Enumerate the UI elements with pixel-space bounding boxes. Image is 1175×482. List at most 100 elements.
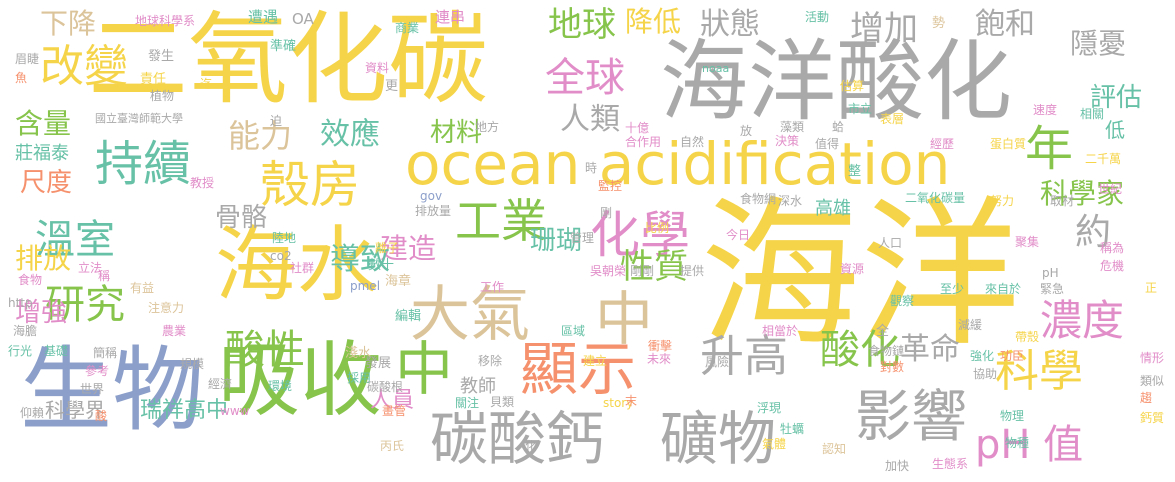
- word: 浮現: [757, 401, 782, 415]
- word: 關注: [455, 396, 480, 410]
- word: 相當於: [762, 324, 799, 338]
- word: 尺度: [20, 168, 73, 198]
- word: 世紀: [1098, 182, 1123, 196]
- word: 海洋: [700, 181, 1021, 368]
- word: 改變: [40, 41, 128, 92]
- word: 稱為: [1100, 241, 1125, 255]
- word: 合作用: [625, 135, 662, 149]
- word: 物種: [1005, 436, 1030, 450]
- word: 化: [525, 439, 538, 453]
- word: 努力: [990, 194, 1015, 208]
- word: 蛤: [832, 120, 845, 134]
- word: pmel: [350, 279, 381, 293]
- word: 全球: [545, 55, 625, 101]
- word: 酸: [95, 409, 108, 423]
- word: 濃度: [1040, 296, 1125, 345]
- word: 氣體: [762, 437, 787, 451]
- word: 更: [385, 79, 399, 94]
- word: 協助: [973, 367, 998, 381]
- word: 稱: [98, 269, 111, 283]
- word: 食物: [18, 273, 43, 287]
- word: pH: [1042, 266, 1059, 280]
- word: 藻類: [780, 120, 805, 134]
- word: 表層: [880, 112, 905, 126]
- word: 深水: [778, 194, 803, 208]
- word: 農業: [162, 324, 187, 338]
- word: 衝擊: [648, 339, 673, 353]
- word: 材料: [430, 118, 483, 148]
- word: 人口: [878, 236, 903, 250]
- word: 參考: [85, 364, 110, 378]
- word: 決策: [775, 134, 800, 148]
- word: 減緩: [958, 318, 983, 332]
- word: 仰賴: [20, 406, 45, 420]
- word: 排放: [15, 242, 72, 275]
- word: 取材: [1050, 194, 1075, 208]
- word: 酸性: [225, 327, 305, 373]
- word: 中: [395, 335, 454, 403]
- word: 評估: [1090, 83, 1143, 113]
- word: 含量: [15, 107, 72, 140]
- word: 經濟: [208, 377, 233, 391]
- word: 速度: [1033, 103, 1058, 117]
- word: 鈣質: [1140, 411, 1165, 425]
- word: 比例: [645, 221, 670, 235]
- word: 類似: [1140, 374, 1165, 388]
- word: 建立: [583, 354, 608, 368]
- word: 行光: [8, 344, 33, 358]
- word: 食物鏈: [868, 344, 905, 358]
- word: 發展: [365, 356, 392, 371]
- word: 建造: [380, 232, 437, 265]
- word: 迄: [200, 77, 213, 91]
- word: 吸收: [218, 333, 383, 428]
- word: OA: [292, 10, 314, 28]
- word: 活動: [805, 10, 830, 24]
- word: 監控: [598, 179, 623, 193]
- word: 自然: [680, 135, 705, 149]
- word: 末: [625, 394, 638, 408]
- word: 有益: [130, 281, 155, 295]
- word: 強化: [970, 349, 995, 363]
- word: 教授: [190, 176, 215, 190]
- word: 革命: [900, 332, 960, 367]
- word: 基礎: [44, 344, 69, 358]
- word: 值得: [815, 137, 840, 151]
- word: pH 值: [975, 422, 1084, 468]
- word: 社群: [290, 261, 315, 275]
- word: 低: [1105, 118, 1125, 142]
- word: 飽和: [975, 7, 1035, 42]
- word: www: [220, 404, 250, 418]
- word: co2: [270, 249, 292, 263]
- word: 資源: [840, 262, 865, 276]
- word: 帶殼: [1015, 330, 1040, 344]
- word: 正: [1145, 281, 1158, 295]
- word: 海膽: [13, 324, 38, 338]
- word: 殼房: [260, 156, 360, 214]
- word: 遭遇: [248, 8, 279, 26]
- word: 淺水: [345, 346, 372, 361]
- word: 規模: [180, 357, 205, 371]
- word: 編輯: [395, 309, 422, 324]
- word: 科學界: [45, 398, 105, 422]
- word: 大氣: [410, 280, 530, 350]
- word: 二氧化碳: [88, 1, 488, 118]
- word: 簡稱: [93, 346, 118, 360]
- word: 地方: [475, 120, 500, 134]
- word: 約: [1075, 212, 1112, 253]
- word: 牡蠣: [780, 422, 805, 436]
- word: 教師: [460, 376, 496, 397]
- word: 升高: [700, 331, 788, 382]
- word: 連串: [435, 8, 466, 26]
- word: noaa: [702, 62, 730, 75]
- word: 商業: [395, 21, 420, 35]
- word: 人類: [560, 102, 620, 137]
- word: 隱憂: [1070, 27, 1127, 60]
- word: 情形: [1140, 351, 1165, 365]
- word: ocean acidification: [405, 130, 951, 198]
- word: 移除: [478, 354, 503, 368]
- word: 準確: [270, 39, 297, 54]
- word: 海章: [385, 274, 412, 289]
- word: 剛: [600, 206, 613, 220]
- word: 狀態: [700, 7, 760, 42]
- word: 珊瑚: [530, 226, 583, 256]
